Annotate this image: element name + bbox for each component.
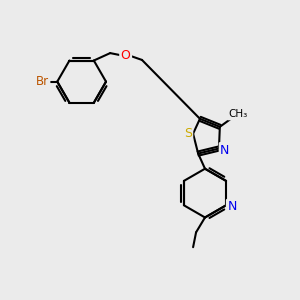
Text: N: N — [220, 143, 230, 157]
Text: S: S — [184, 127, 192, 140]
Text: CH₃: CH₃ — [228, 109, 247, 119]
Text: O: O — [121, 49, 130, 62]
Text: Br: Br — [36, 75, 49, 88]
Text: N: N — [227, 200, 237, 213]
